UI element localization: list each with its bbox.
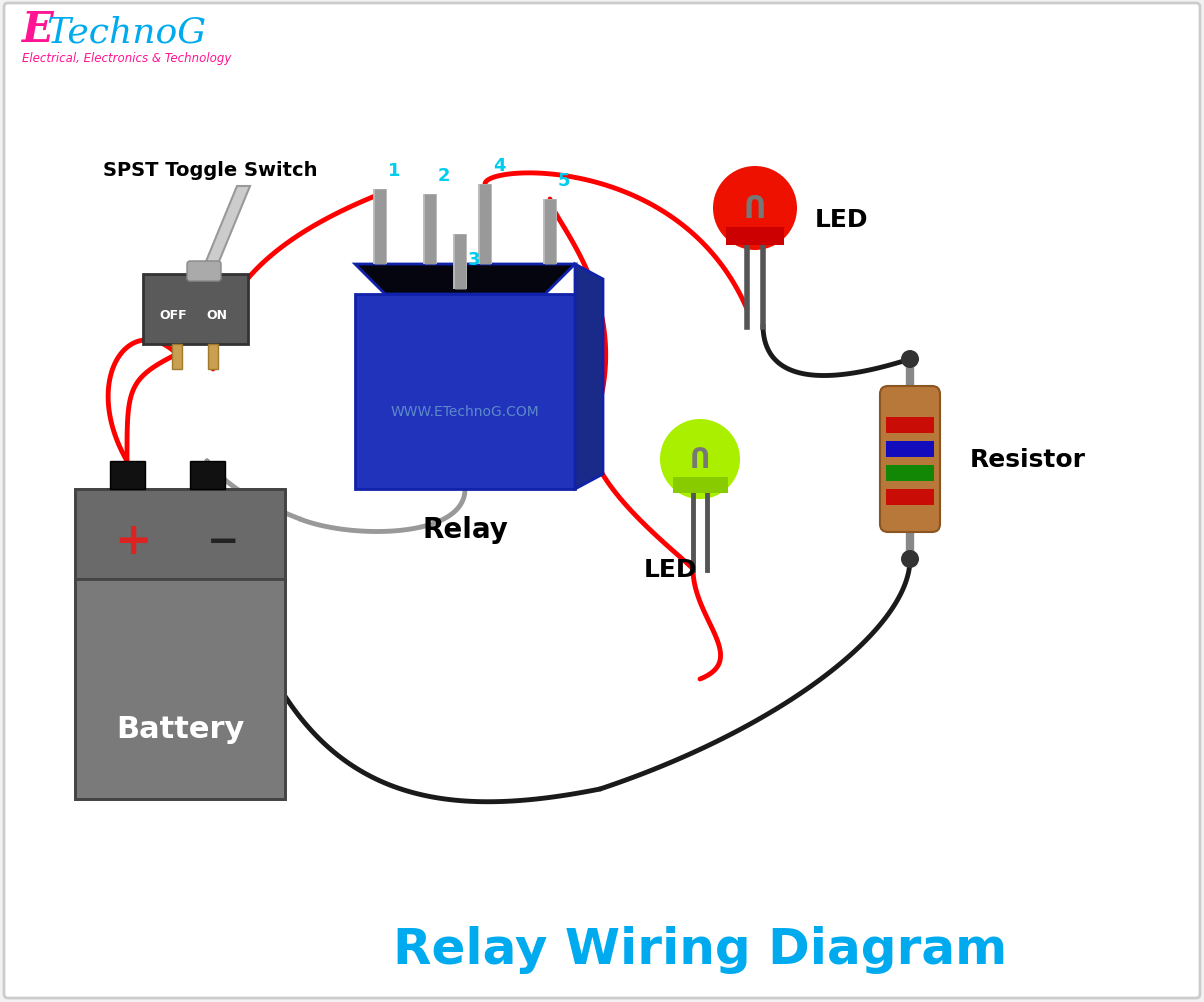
Text: Ո: Ո: [690, 446, 710, 474]
FancyBboxPatch shape: [190, 462, 225, 490]
Text: LED: LED: [815, 207, 868, 231]
FancyBboxPatch shape: [75, 490, 285, 579]
Text: OFF: OFF: [159, 309, 187, 322]
FancyBboxPatch shape: [880, 387, 940, 532]
Text: 4: 4: [492, 157, 506, 174]
Text: 2: 2: [438, 167, 450, 184]
Text: Relay Wiring Diagram: Relay Wiring Diagram: [393, 925, 1007, 973]
Text: 5: 5: [557, 171, 571, 189]
Circle shape: [901, 550, 919, 568]
FancyBboxPatch shape: [886, 442, 934, 458]
FancyBboxPatch shape: [75, 579, 285, 800]
FancyBboxPatch shape: [726, 227, 784, 245]
Text: 1: 1: [388, 162, 401, 179]
FancyBboxPatch shape: [673, 478, 728, 494]
FancyBboxPatch shape: [4, 4, 1200, 998]
FancyBboxPatch shape: [886, 466, 934, 482]
Text: Ո: Ո: [744, 194, 766, 223]
Text: Relay: Relay: [423, 515, 508, 543]
Polygon shape: [576, 265, 603, 490]
Text: LED: LED: [643, 557, 697, 581]
Text: TechnoG: TechnoG: [46, 15, 206, 49]
Polygon shape: [355, 265, 576, 295]
Polygon shape: [200, 186, 250, 277]
Circle shape: [660, 420, 740, 500]
FancyBboxPatch shape: [355, 295, 576, 490]
Text: ON: ON: [207, 309, 228, 322]
Circle shape: [901, 351, 919, 369]
Text: E: E: [22, 9, 54, 51]
Text: SPST Toggle Switch: SPST Toggle Switch: [102, 160, 317, 179]
FancyBboxPatch shape: [110, 462, 144, 490]
Text: Electrical, Electronics & Technology: Electrical, Electronics & Technology: [22, 52, 231, 65]
FancyBboxPatch shape: [886, 418, 934, 434]
Text: WWW.ETechnoG.COM: WWW.ETechnoG.COM: [390, 405, 539, 419]
FancyBboxPatch shape: [143, 275, 248, 345]
Circle shape: [713, 167, 797, 250]
FancyBboxPatch shape: [187, 262, 222, 282]
FancyBboxPatch shape: [208, 345, 218, 370]
Text: Resistor: Resistor: [970, 448, 1086, 472]
Text: Battery: Battery: [116, 714, 244, 743]
Text: −: −: [207, 522, 240, 560]
Text: 3: 3: [468, 250, 480, 269]
Text: +: +: [114, 520, 152, 563]
FancyBboxPatch shape: [886, 490, 934, 505]
FancyBboxPatch shape: [172, 345, 182, 370]
